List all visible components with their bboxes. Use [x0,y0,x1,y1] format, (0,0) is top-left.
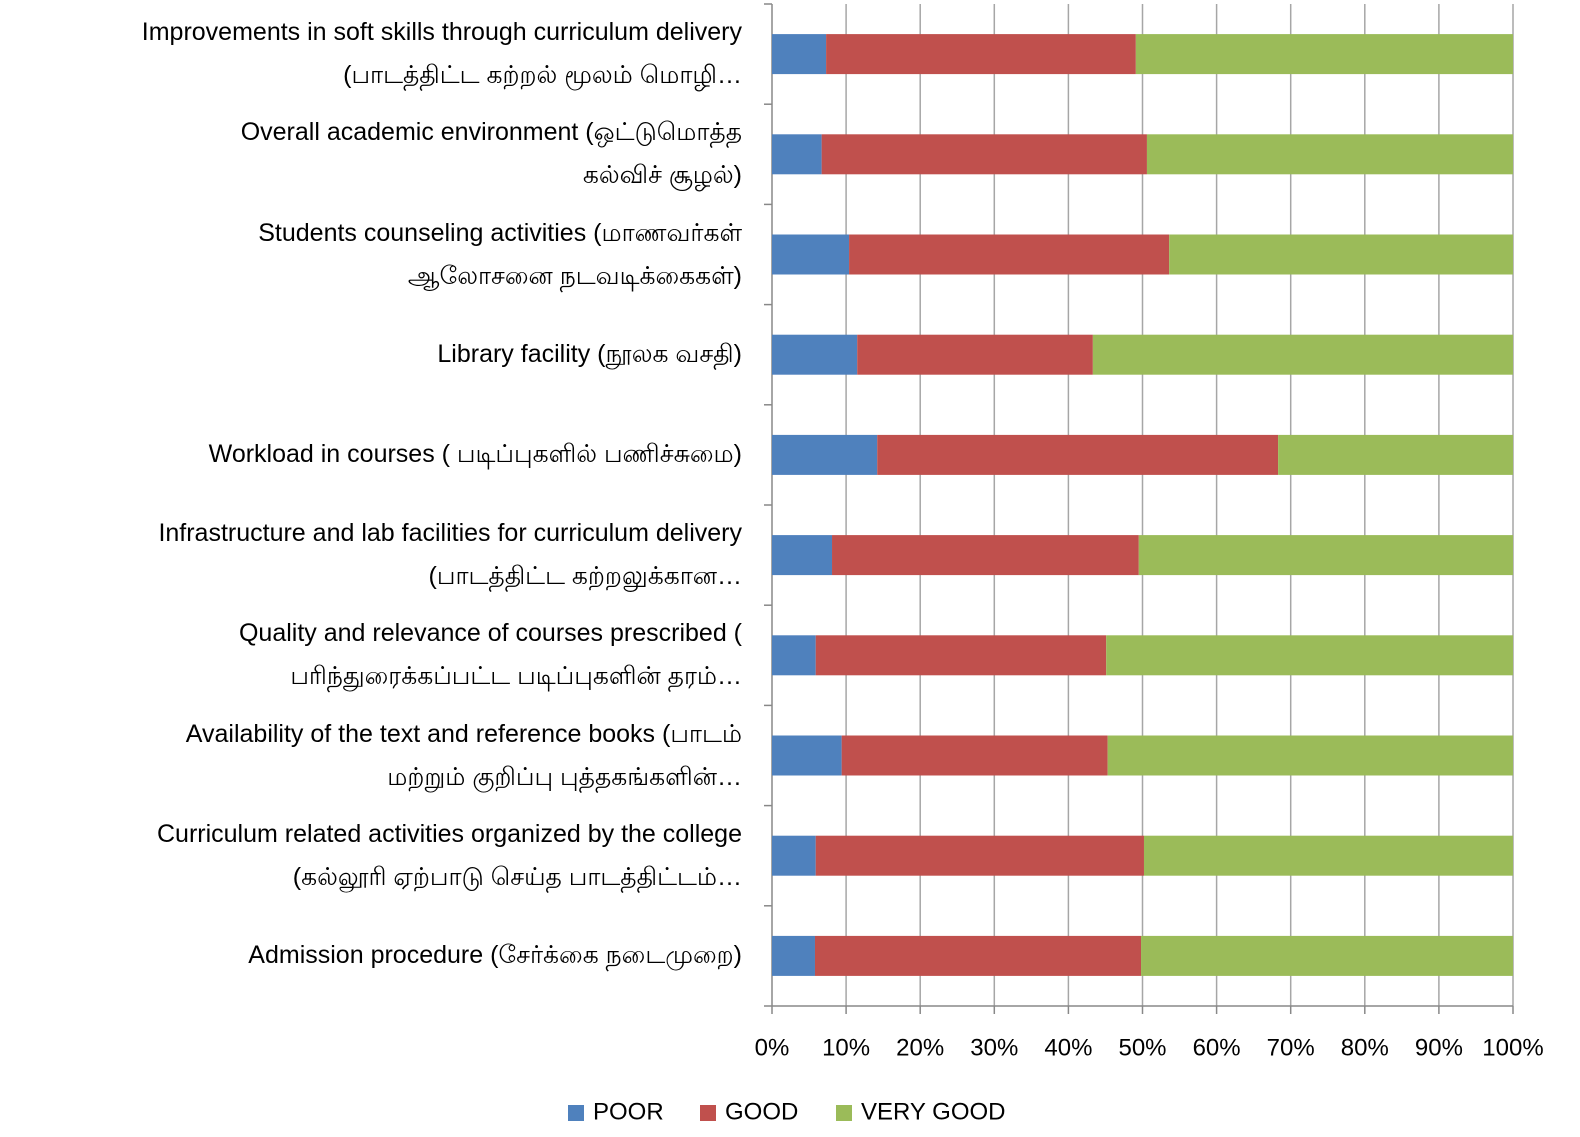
bar-segment [877,434,1279,475]
y-tick-label: Quality and relevance of courses prescri… [238,619,742,691]
bar-segment [772,635,816,676]
y-tick-label: Improvements in soft skills through curr… [141,18,742,90]
category-label-box: Infrastructure and lab facilities for cu… [0,505,742,605]
bar-segment [832,535,1139,576]
bar-segment [841,735,1108,776]
y-tick-label: Workload in courses ( படிப்புகளில் பணிச்… [208,440,742,469]
bar-segment [815,835,1144,876]
legend-swatch [836,1105,852,1121]
y-tick-label: Availability of the text and reference b… [185,719,742,791]
bar-segment [857,334,1093,375]
category-label-box: Workload in courses ( படிப்புகளில் பணிச்… [0,405,742,505]
legend-label: POOR [593,1098,664,1125]
bar-segment [772,134,822,175]
bar-segment [772,935,815,976]
bar-segment [1146,134,1513,175]
bar-segment [1106,635,1513,676]
x-tick-label: 30% [970,1034,1018,1061]
y-tick-label: Admission procedure (சேர்க்கை நடைமுறை) [248,941,742,970]
y-tick-label: Library facility (நூலக வசதி) [437,340,742,369]
bar-segment [772,835,816,876]
category-label-box: Overall academic environment (ஒட்டுமொத்த… [0,104,742,204]
x-tick-label: 0% [755,1034,790,1061]
category-label-box: Admission procedure (சேர்க்கை நடைமுறை) [0,906,742,1006]
bar-segment [772,234,850,275]
category-label-box: Curriculum related activities organized … [0,806,742,906]
bar-segment [815,635,1107,676]
bar-segment [1169,234,1513,275]
x-tick-label: 20% [896,1034,944,1061]
bar-segment [1141,935,1513,976]
bar-segment [1278,434,1513,475]
y-tick-label: Infrastructure and lab facilities for cu… [158,519,742,591]
x-tick-label: 50% [1118,1034,1166,1061]
x-tick-label: 100% [1482,1034,1543,1061]
bar-segment [772,535,833,576]
bar-segment [821,134,1147,175]
x-tick-label: 90% [1415,1034,1463,1061]
bar-segment [849,234,1170,275]
y-tick-label: Curriculum related activities organized … [156,819,742,891]
category-label-box: Students counseling activities (மாணவர்கள… [0,205,742,305]
bar-segment [772,735,842,776]
category-label-box: Availability of the text and reference b… [0,706,742,806]
bar-segment [1092,334,1513,375]
bar-segment [772,434,878,475]
legend-label: GOOD [725,1098,798,1125]
category-label-box: Library facility (நூலக வசதி) [0,305,742,405]
x-tick-label: 10% [822,1034,870,1061]
bar-segment [1107,735,1513,776]
legend-label: VERY GOOD [861,1098,1006,1125]
legend-swatch [700,1105,716,1121]
bar-segment [826,34,1136,75]
x-tick-label: 80% [1341,1034,1389,1061]
bar-segment [772,334,858,375]
bar-segment [1143,835,1513,876]
x-tick-label: 60% [1193,1034,1241,1061]
bar-segment [814,935,1142,976]
category-label-box: Improvements in soft skills through curr… [0,4,742,104]
x-tick-label: 40% [1044,1034,1092,1061]
bar-segment [1135,34,1513,75]
x-tick-label: 70% [1267,1034,1315,1061]
legend-swatch [568,1105,584,1121]
y-tick-label: Students counseling activities (மாணவர்கள… [258,218,742,290]
bar-segment [772,34,827,75]
bar-segment [1138,535,1513,576]
y-tick-label: Overall academic environment (ஒட்டுமொத்த… [240,118,742,190]
category-label-box: Quality and relevance of courses prescri… [0,605,742,705]
